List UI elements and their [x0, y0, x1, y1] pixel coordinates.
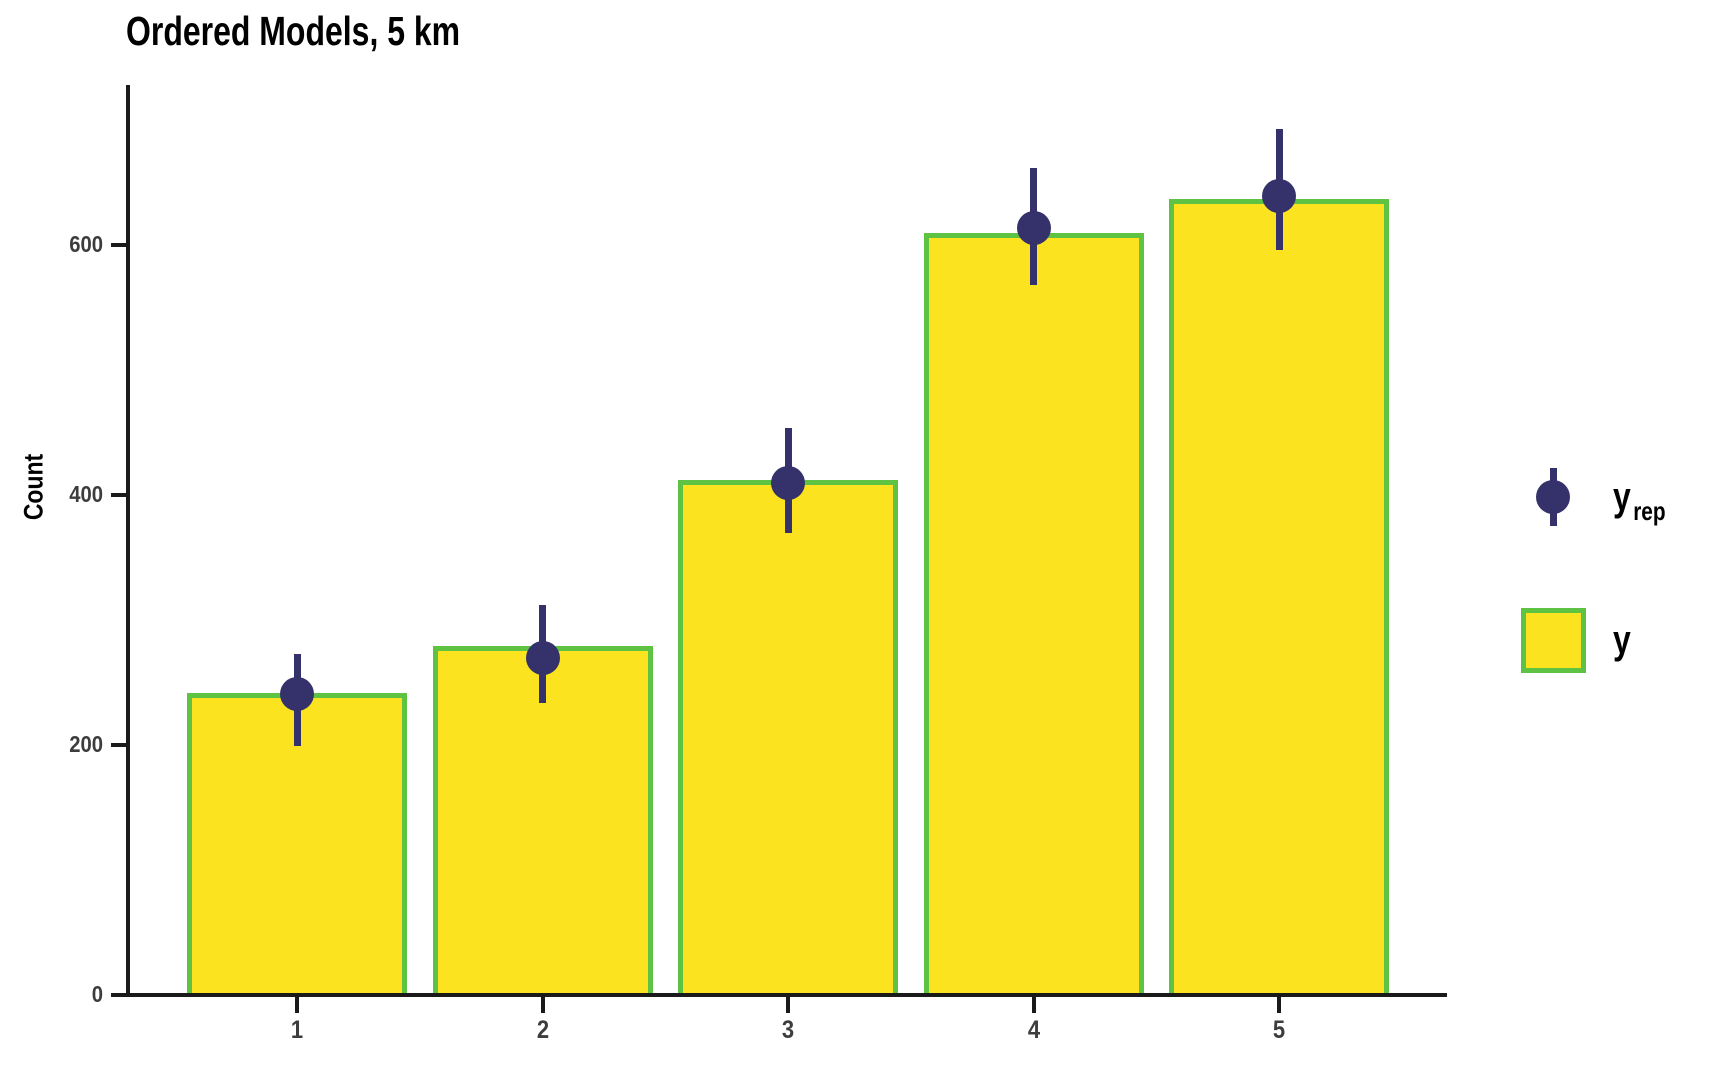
point-circle-icon: [1536, 479, 1570, 514]
legend-label-y-main: y: [1613, 617, 1631, 662]
y-tick-label: 600: [69, 231, 103, 257]
yrep-point-2: [525, 640, 560, 675]
x-tick-label: 4: [1027, 1016, 1040, 1044]
legend-label-yrep-main: y: [1613, 474, 1631, 519]
yrep-point-3: [771, 465, 805, 500]
y-bar-swatch-icon: [1520, 607, 1587, 674]
x-tick-mark: [540, 997, 545, 1013]
bar-y-category-2: [432, 646, 653, 995]
chart-title: Ordered Models, 5 km: [126, 8, 461, 54]
yrep-point-interval-icon: [1520, 464, 1587, 531]
bar-swatch-icon: [1521, 607, 1586, 673]
y-tick-mark: [111, 993, 128, 997]
legend-label-y: y: [1613, 618, 1633, 663]
legend-item-yrep: yrep: [1520, 455, 1679, 539]
x-tick-mark: [786, 997, 790, 1013]
x-tick-label: 1: [290, 1016, 304, 1044]
x-tick-mark: [295, 997, 299, 1013]
y-tick-label: 200: [69, 731, 103, 757]
x-tick-mark: [1277, 997, 1281, 1013]
legend-item-y: y: [1520, 598, 1638, 682]
y-tick-label: 400: [69, 481, 103, 507]
bar-y-category-5: [1169, 198, 1389, 995]
x-tick-label: 3: [781, 1016, 795, 1044]
x-axis-line: [126, 993, 1447, 997]
x-tick-mark: [1031, 997, 1036, 1013]
y-axis-line: [126, 85, 130, 997]
x-tick-label: 2: [536, 1016, 549, 1044]
bar-y-category-4: [923, 232, 1144, 995]
yrep-point-4: [1016, 210, 1051, 245]
legend-label-yrep: yrep: [1613, 474, 1666, 526]
bar-y-category-3: [678, 480, 898, 995]
yrep-point-5: [1262, 179, 1296, 214]
yrep-point-1: [280, 676, 314, 711]
y-axis-title: Count: [18, 453, 49, 521]
y-tick-label: 0: [91, 981, 103, 1007]
legend-label-yrep-sub: rep: [1633, 495, 1666, 526]
y-tick-mark: [111, 493, 128, 497]
x-tick-label: 5: [1272, 1016, 1286, 1044]
y-tick-mark: [111, 743, 128, 747]
y-tick-mark: [111, 243, 128, 247]
